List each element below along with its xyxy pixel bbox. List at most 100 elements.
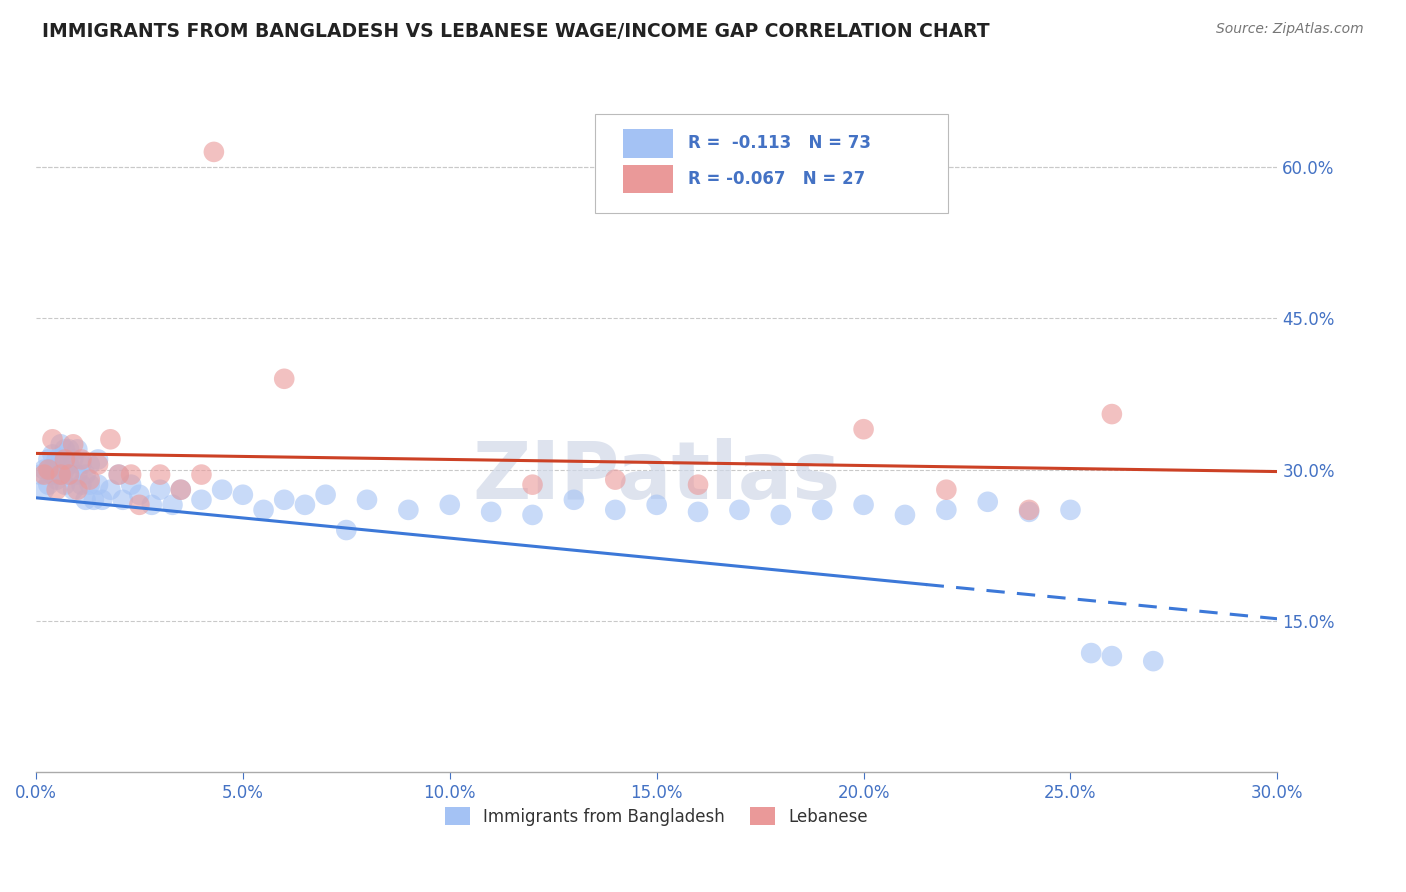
Point [335,523,357,537]
Point [977,495,1000,509]
Point [935,483,957,497]
Text: R = -0.067   N = 27: R = -0.067 N = 27 [688,170,865,188]
Point [1018,503,1040,517]
FancyBboxPatch shape [595,114,949,213]
Point [202,145,225,159]
Point [58,458,80,472]
Point [190,467,212,482]
Point [75,467,97,482]
Point [70,477,93,491]
Text: ZIPatlas: ZIPatlas [472,438,841,516]
Point [439,498,461,512]
Point [37,462,59,476]
Point [935,503,957,517]
Point [396,503,419,517]
Point [41,462,63,476]
Point [605,473,627,487]
Point [79,473,101,487]
Text: R =  -0.113   N = 73: R = -0.113 N = 73 [688,135,870,153]
Point [686,505,709,519]
Point [87,477,110,491]
Point [190,492,212,507]
Point [62,483,84,497]
Point [128,488,150,502]
Point [162,498,184,512]
Point [273,372,295,386]
Point [53,462,76,476]
Point [728,503,751,517]
Point [1059,503,1081,517]
Point [769,508,792,522]
Text: IMMIGRANTS FROM BANGLADESH VS LEBANESE WAGE/INCOME GAP CORRELATION CHART: IMMIGRANTS FROM BANGLADESH VS LEBANESE W… [42,22,990,41]
Bar [623,164,673,194]
Point [1080,646,1102,660]
Point [32,462,55,476]
Point [49,452,72,467]
Point [49,467,72,482]
Point [852,422,875,436]
Point [87,458,110,472]
Text: Source: ZipAtlas.com: Source: ZipAtlas.com [1216,22,1364,37]
Point [107,467,129,482]
Point [87,452,110,467]
Bar [623,128,673,158]
Point [70,458,93,472]
Point [45,452,67,467]
Point [37,477,59,491]
Point [41,447,63,461]
Point [45,473,67,487]
Point [45,467,67,482]
Point [232,488,254,502]
Point [53,442,76,457]
Point [686,477,709,491]
Point [49,437,72,451]
Point [75,492,97,507]
Point [45,483,67,497]
Point [62,437,84,451]
Point [894,508,917,522]
Point [273,492,295,507]
Point [79,458,101,472]
Point [58,467,80,482]
Point [49,467,72,482]
Point [294,498,316,512]
Point [83,492,105,507]
Point [315,488,337,502]
Point [41,467,63,482]
Point [128,498,150,512]
Point [1101,649,1123,664]
Point [120,467,142,482]
Point [1101,407,1123,421]
Point [522,508,544,522]
Point [479,505,502,519]
Point [149,467,172,482]
Point [53,477,76,491]
Point [170,483,193,497]
Point [100,483,122,497]
Point [645,498,668,512]
Point [562,492,585,507]
Point [211,483,233,497]
Point [522,477,544,491]
Point [66,467,89,482]
Legend: Immigrants from Bangladesh, Lebanese: Immigrants from Bangladesh, Lebanese [439,801,875,832]
Point [41,432,63,446]
Point [62,452,84,467]
Point [149,483,172,497]
Point [58,442,80,457]
Point [70,452,93,467]
Point [141,498,163,512]
Point [811,503,834,517]
Point [37,462,59,476]
Point [100,432,122,446]
Point [111,492,134,507]
Point [32,467,55,482]
Point [107,467,129,482]
Point [53,452,76,467]
Point [66,442,89,457]
Point [66,483,89,497]
Point [1142,654,1164,668]
Point [37,452,59,467]
Point [79,477,101,491]
Point [356,492,378,507]
